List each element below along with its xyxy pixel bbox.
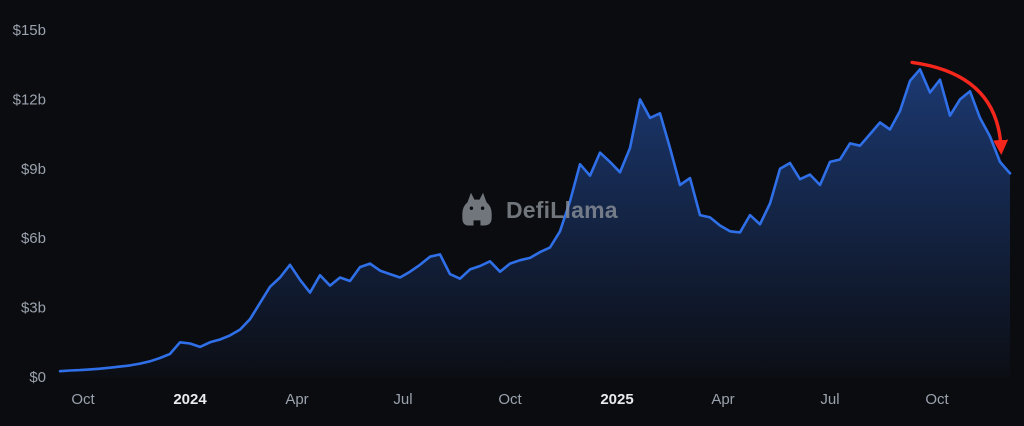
x-axis-tick-label: 2025 (600, 391, 633, 408)
x-axis-tick-label: 2024 (173, 391, 207, 408)
x-axis-tick-label: Jul (820, 391, 839, 408)
x-axis-labels: Oct 2024 Apr Jul Oct 2025 Apr Jul Oct (71, 391, 949, 408)
y-axis-labels: $15b $12b $9b $6b $3b $0 (13, 22, 46, 386)
y-axis-tick-label: $0 (29, 369, 46, 386)
y-axis-tick-label: $9b (21, 161, 46, 178)
x-axis-tick-label: Apr (285, 391, 308, 408)
decline-arrow-annotation (910, 60, 1009, 155)
x-axis-tick-label: Oct (71, 391, 95, 408)
y-axis-tick-label: $12b (13, 91, 46, 108)
x-axis-tick-label: Apr (711, 391, 734, 408)
chart-area-fill (60, 69, 1010, 378)
y-axis-tick-label: $15b (13, 22, 46, 39)
x-axis-tick-label: Jul (393, 391, 412, 408)
y-axis-tick-label: $3b (21, 300, 46, 317)
x-axis-tick-label: Oct (498, 391, 522, 408)
x-axis-tick-label: Oct (925, 391, 949, 408)
chart-line (58, 68, 1012, 373)
y-axis-tick-label: $6b (21, 230, 46, 247)
